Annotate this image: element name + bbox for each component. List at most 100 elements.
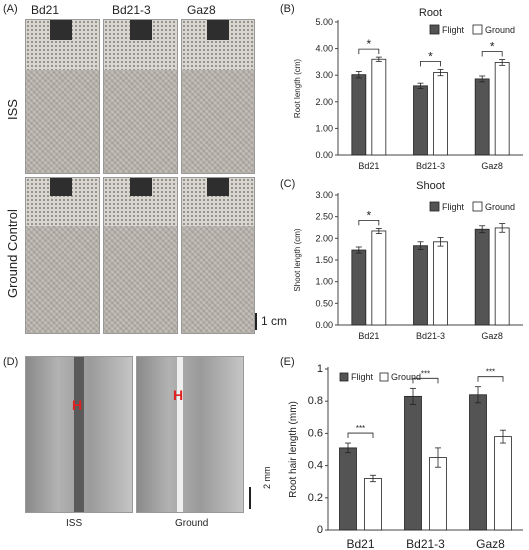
chart-title: Root [419, 7, 442, 19]
y-tick-label: 0.00 [315, 150, 333, 160]
chart-title: Shoot [416, 180, 445, 192]
legend-swatch-flight [339, 372, 349, 382]
bar-ground [364, 478, 382, 531]
bar-flight [474, 228, 490, 326]
y-tick-label: 1.00 [315, 123, 333, 133]
bar-flight [351, 249, 367, 326]
significance-bracket [358, 48, 380, 55]
panel-e-letter: (E) [280, 356, 295, 368]
y-tick-label: 1.50 [315, 255, 333, 265]
bar-ground [433, 241, 448, 326]
bar-ground [371, 230, 387, 326]
photo-iss-bd21 [25, 19, 100, 174]
column-label-gaz8: Gaz8 [187, 3, 216, 17]
panel-d-letter: (D) [3, 356, 19, 368]
y-tick-label: 3.00 [315, 190, 333, 200]
y-tick-label: 0.2 [308, 492, 323, 504]
photo-ground-bd21 [25, 177, 100, 334]
y-tick-label: 0.6 [308, 427, 323, 439]
bar-flight [413, 85, 428, 156]
bar-ground [494, 436, 512, 531]
y-tick-label: 5.00 [315, 17, 333, 27]
photo-ground-gaz8 [181, 177, 255, 334]
chart-root-length: Root 0.00 1.00 2.00 3.00 4.00 5.00 Root length … [293, 7, 523, 170]
legend-label-ground: Ground [391, 372, 421, 382]
measure-marker-ground: H [173, 387, 184, 403]
legend-swatch-ground [472, 24, 483, 35]
chart-root-hair-length: 0 0.2 0.4 0.6 0.8 1 Root hair length (mm) Bd21 *… [288, 363, 523, 550]
x-tick-label: Bd21 [346, 537, 374, 550]
x-tick-label: Bd21 [358, 161, 379, 170]
bar-ground [429, 457, 447, 531]
significance-marker: *** [486, 368, 495, 377]
scale-label-1cm: 1 cm [261, 314, 288, 328]
photo-iss-bd21-3 [103, 19, 178, 174]
scale-bar-2mm [249, 487, 251, 509]
x-tick-label: Gaz8 [476, 537, 505, 550]
significance-bracket [481, 51, 503, 57]
bar-flight [339, 447, 357, 531]
significance-bracket [412, 377, 439, 384]
x-tick-label: Bd21 [358, 331, 379, 341]
x-tick-label: Gaz8 [481, 331, 503, 341]
photo-root-hair-ground: H [136, 356, 244, 513]
photo-ground-bd21-3 [103, 177, 178, 334]
legend-swatch-flight [429, 24, 440, 35]
bar-ground [494, 227, 510, 326]
significance-marker: * [366, 208, 371, 222]
x-tick-label: Bd21-3 [406, 537, 445, 550]
column-label-bd21-3: Bd21-3 [112, 3, 151, 17]
row-label-ground-control: Ground Control [5, 209, 20, 298]
significance-bracket [477, 376, 504, 382]
x-tick-label: Bd21-3 [416, 331, 445, 341]
y-tick-label: 2.50 [315, 212, 333, 222]
panel-a-letter: (A) [3, 3, 18, 15]
legend-label-ground: Ground [485, 25, 515, 35]
y-axis-label: Shoot length (cm) [293, 228, 302, 291]
bar-ground [494, 62, 510, 156]
y-tick-label: 0.4 [308, 460, 323, 472]
y-tick-label: 0.50 [315, 298, 333, 308]
scale-bar-1cm [255, 313, 257, 330]
significance-marker: *** [421, 369, 430, 378]
caption-iss: ISS [66, 518, 83, 529]
row-label-iss: ISS [5, 99, 20, 120]
y-tick-label: 1 [317, 363, 323, 375]
legend-label-ground: Ground [485, 202, 515, 212]
y-tick-label: 0.8 [308, 395, 323, 407]
legend-label-flight: Flight [351, 372, 374, 382]
y-tick-label: 1.00 [315, 277, 333, 287]
y-tick-label: 2.00 [315, 233, 333, 243]
significance-bracket [347, 432, 374, 439]
y-axis-label: Root hair length (mm) [288, 401, 299, 498]
significance-bracket [358, 219, 380, 226]
panel-b-letter: (B) [280, 3, 295, 15]
bar-ground [371, 58, 387, 156]
bar-flight [404, 395, 422, 531]
y-axis-label: Root length (cm) [293, 59, 302, 118]
legend-label-flight: Flight [442, 202, 465, 212]
bar-flight [469, 394, 487, 531]
significance-marker: * [366, 37, 371, 51]
bar-flight [351, 74, 367, 156]
x-tick-label: Gaz8 [481, 161, 503, 170]
panel-c-letter: (C) [280, 178, 296, 190]
y-tick-label: 2.00 [315, 97, 333, 107]
caption-ground: Ground [175, 518, 209, 529]
chart-shoot-length: Shoot 0.00 0.50 1.00 1.50 2.00 2.50 3.00 Shoot l… [293, 180, 523, 341]
significance-marker: * [490, 40, 495, 54]
y-tick-label: 0.00 [315, 320, 333, 330]
legend-swatch-flight [429, 201, 440, 212]
photo-root-hair-iss: H [25, 356, 133, 513]
significance-marker: * [428, 49, 433, 63]
legend-swatch-ground [472, 201, 483, 212]
significance-bracket [420, 60, 441, 67]
y-tick-label: 0 [317, 524, 323, 536]
bar-flight [413, 245, 428, 326]
bar-ground [433, 72, 448, 156]
photo-iss-gaz8 [181, 19, 255, 174]
measure-marker-iss: H [72, 397, 83, 413]
legend-swatch-ground [379, 372, 389, 382]
y-tick-label: 3.00 [315, 70, 333, 80]
scale-label-2mm: 2 mm [262, 466, 272, 490]
